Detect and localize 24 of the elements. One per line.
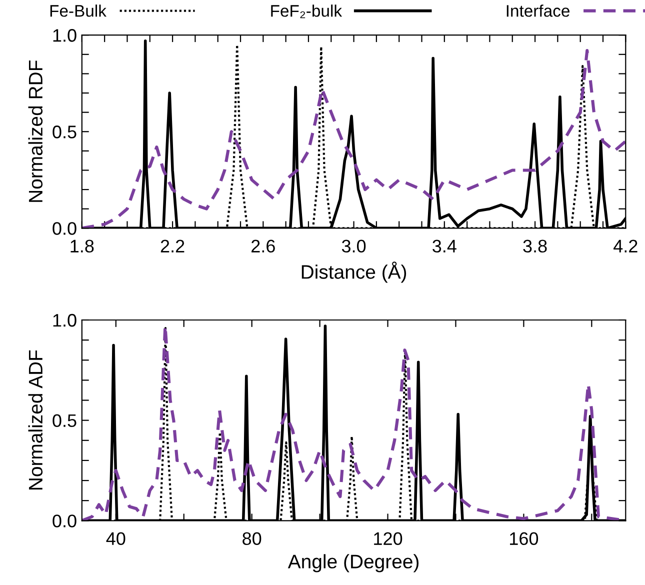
- x-tick-label: 2.6: [252, 240, 275, 253]
- x-tick-label: 160: [510, 532, 538, 546]
- legend-label: FeF₂-bulk: [271, 4, 342, 18]
- y-tick-label: 1.0: [53, 29, 76, 42]
- y-tick-label: 0.0: [52, 222, 76, 235]
- x-tick-label: 3.8: [523, 240, 547, 253]
- x-tick-label: 80: [242, 532, 262, 546]
- x-tick-label: 2.2: [160, 240, 184, 252]
- y-tick-label: 0.0: [52, 514, 76, 528]
- x-axis-title: Angle (Degree): [288, 554, 419, 572]
- y-tick-label: 1.0: [53, 314, 76, 327]
- x-axis-title: Distance (Å): [302, 262, 406, 283]
- legend-label: Fe-Bulk: [50, 4, 106, 17]
- x-tick-label: 120: [374, 532, 402, 546]
- y-axis-title: Normalized RDF: [28, 60, 43, 202]
- x-tick-label: 3.0: [342, 240, 366, 253]
- y-axis-title: Normalized ADF: [28, 350, 43, 490]
- x-tick-label: 1.8: [70, 240, 94, 253]
- x-tick-label: 4.2: [614, 240, 638, 252]
- x-tick-label: 40: [106, 532, 126, 546]
- y-tick-label: 0.5: [52, 414, 76, 428]
- y-tick-label: 0.5: [52, 126, 76, 138]
- legend-label: Interface: [506, 4, 570, 17]
- x-tick-label: 3.4: [432, 240, 456, 253]
